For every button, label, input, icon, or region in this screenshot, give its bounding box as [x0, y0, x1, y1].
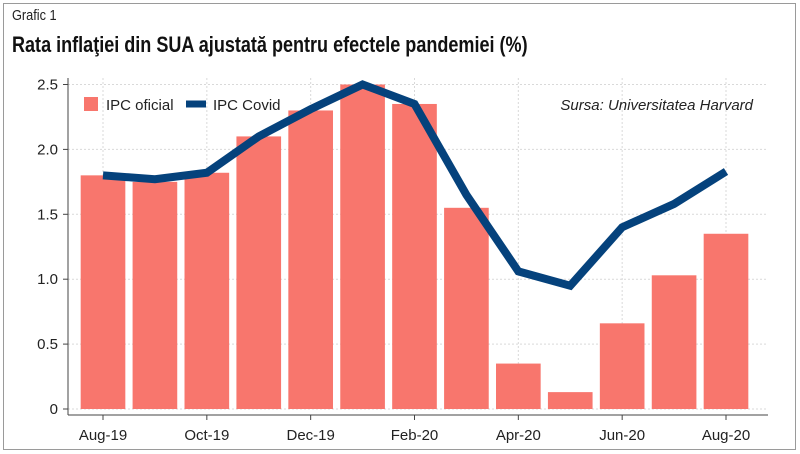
y-tick-label: 1.5 — [37, 206, 58, 223]
bar — [236, 136, 282, 410]
x-tick-label: Aug-20 — [702, 427, 750, 444]
legend-swatch-ipc-oficial — [84, 97, 98, 111]
x-tick-label: Dec-19 — [286, 427, 334, 444]
chart-title: Rata inflaţiei din SUA ajustată pentru e… — [12, 32, 528, 57]
y-tick-label: 0 — [50, 401, 58, 418]
bar — [288, 110, 333, 409]
y-tick-label: 2.5 — [37, 76, 58, 93]
x-tick-label: Aug-19 — [79, 427, 127, 444]
x-tick-label: Feb-20 — [391, 427, 439, 444]
legend: IPC oficial IPC Covid — [84, 97, 281, 114]
bar — [340, 84, 385, 409]
series-line-ipc-covid — [102, 80, 729, 291]
bar-series — [80, 84, 749, 410]
bar — [444, 207, 489, 409]
bar — [651, 275, 697, 409]
x-tick-label: Jun-20 — [599, 427, 645, 444]
bar — [547, 392, 593, 409]
x-tick-label: Apr-20 — [496, 427, 541, 444]
bar — [392, 103, 437, 409]
y-tick-label: 1.0 — [37, 271, 58, 288]
bar — [703, 233, 749, 409]
y-tick-label: 2.0 — [37, 141, 58, 158]
legend-label-ipc-covid: IPC Covid — [213, 97, 281, 114]
bar — [132, 181, 178, 409]
y-tick-label: 0.5 — [37, 336, 58, 353]
legend-label-ipc-oficial: IPC oficial — [106, 97, 174, 114]
bar — [184, 172, 230, 409]
bar — [599, 323, 645, 409]
bar — [80, 175, 126, 409]
bar — [496, 363, 541, 409]
x-tick-label: Oct-19 — [184, 427, 229, 444]
axes: 0 0.5 1.0 1.5 2.0 2.5 Aug-19 Oct-19 Dec-19 Feb-20… — [37, 76, 768, 444]
figure-label: Grafic 1 — [12, 7, 57, 24]
source-note: Sursa: Universitatea Harvard — [560, 97, 753, 114]
line-series — [102, 80, 729, 291]
